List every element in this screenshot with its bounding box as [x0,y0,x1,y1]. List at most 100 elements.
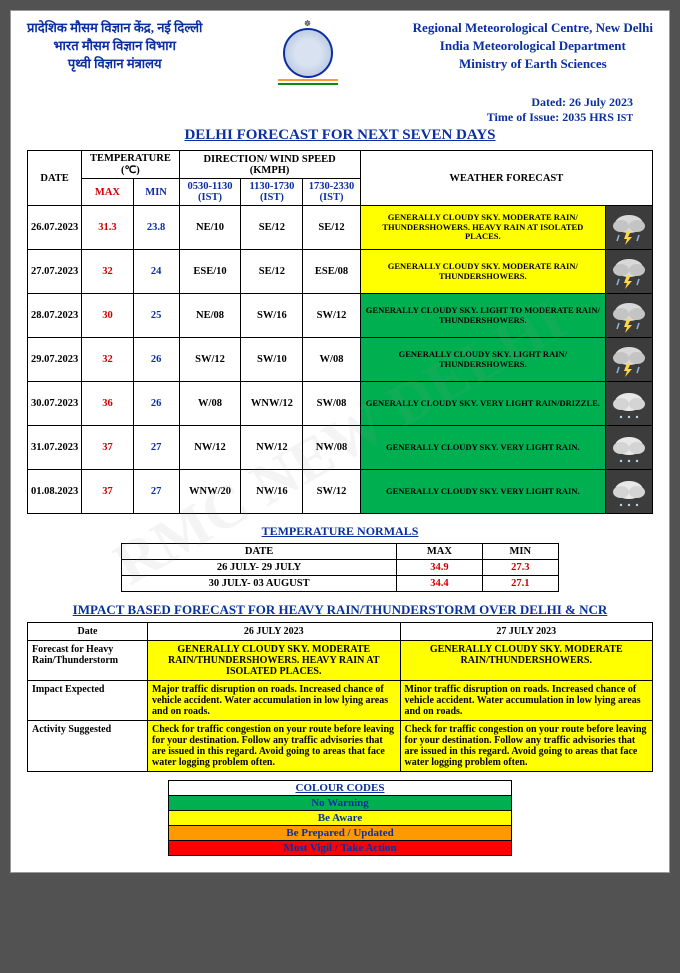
cell-w3: SE/12 [303,206,360,250]
cell-weather-icon [606,426,653,470]
color-code-row: Most Vigil / Take Action [168,841,511,856]
cell-max: 32 [82,338,133,382]
normals-row: 26 JULY- 29 JULY34.927.3 [121,560,558,576]
forecast-row: 26.07.202331.323.8NE/10SE/12SE/12GENERAL… [28,206,653,250]
th-max: MAX [82,179,133,206]
hindi-line3: पृथ्वी विज्ञान मंत्रालय [27,55,202,73]
impact-row: Activity SuggestedCheck for traffic cong… [28,721,653,772]
cell-w3: ESE/08 [303,250,360,294]
dated: Dated: 26 July 2023 [27,95,633,110]
cell-min: 24 [133,250,179,294]
impact-row: Impact ExpectedMajor traffic disruption … [28,681,653,721]
forecast-row: 27.07.20233224ESE/10SE/12ESE/08GENERALLY… [28,250,653,294]
color-codes-table: COLOUR CODES No WarningBe AwareBe Prepar… [168,780,512,856]
normals-h-date: DATE [121,544,396,560]
cell-weather-icon [606,206,653,250]
eng-line1: Regional Meteorological Centre, New Delh… [413,19,653,37]
forecast-table: DATE TEMPERATURE (℃) DIRECTION/ WIND SPE… [27,150,653,514]
cell-weather-icon [606,338,653,382]
cell-w3: SW/12 [303,294,360,338]
color-codes-title: COLOUR CODES [168,781,511,796]
normals-h-min: MIN [482,544,559,560]
emblem-icon: ☸ [273,19,343,89]
normals-min: 27.3 [482,560,559,576]
cell-max: 37 [82,470,133,514]
cell-date: 01.08.2023 [28,470,82,514]
color-code-row: Be Aware [168,811,511,826]
impact-d2: GENERALLY CLOUDY SKY. MODERATE RAIN/THUN… [400,641,653,681]
cell-forecast-text: GENERALLY CLOUDY SKY. LIGHT TO MODERATE … [360,294,605,338]
cell-weather-icon [606,250,653,294]
th-date: DATE [28,151,82,206]
cell-date: 28.07.2023 [28,294,82,338]
cell-max: 30 [82,294,133,338]
impact-d1: Check for traffic congestion on your rou… [148,721,401,772]
thunderstorm-icon [609,299,649,333]
thunderstorm-icon [609,211,649,245]
cell-forecast-text: GENERALLY CLOUDY SKY. LIGHT RAIN/ THUNDE… [360,338,605,382]
cell-forecast-text: GENERALLY CLOUDY SKY. MODERATE RAIN/ THU… [360,250,605,294]
cell-w2: SE/12 [241,206,303,250]
cell-date: 31.07.2023 [28,426,82,470]
normals-h-max: MAX [397,544,482,560]
impact-d2: Minor traffic disruption on roads. Incre… [400,681,653,721]
cell-date: 30.07.2023 [28,382,82,426]
impact-h1: 26 JULY 2023 [148,623,401,641]
normals-min: 27.1 [482,576,559,592]
impact-d1: GENERALLY CLOUDY SKY. MODERATE RAIN/THUN… [148,641,401,681]
th-min: MIN [133,179,179,206]
cell-min: 25 [133,294,179,338]
cell-w2: SW/16 [241,294,303,338]
cell-w3: SW/08 [303,382,360,426]
normals-date: 26 JULY- 29 JULY [121,560,396,576]
thunderstorm-icon [609,255,649,289]
impact-label: Impact Expected [28,681,148,721]
hindi-line2: भारत मौसम विज्ञान विभाग [27,37,202,55]
color-code-row: Be Prepared / Updated [168,826,511,841]
forecast-row: 31.07.20233727NW/12NW/12NW/08GENERALLY C… [28,426,653,470]
cell-date: 27.07.2023 [28,250,82,294]
impact-label: Forecast for Heavy Rain/Thunderstorm [28,641,148,681]
eng-line3: Ministry of Earth Sciences [413,55,653,73]
impact-row: Forecast for Heavy Rain/ThunderstormGENE… [28,641,653,681]
cell-w3: NW/08 [303,426,360,470]
normals-table: DATE MAX MIN 26 JULY- 29 JULY34.927.330 … [121,543,559,592]
cell-forecast-text: GENERALLY CLOUDY SKY. VERY LIGHT RAIN/DR… [360,382,605,426]
cell-max: 36 [82,382,133,426]
cell-min: 26 [133,338,179,382]
cell-weather-icon [606,470,653,514]
impact-label: Activity Suggested [28,721,148,772]
cell-w1: NW/12 [179,426,241,470]
cell-forecast-text: GENERALLY CLOUDY SKY. VERY LIGHT RAIN. [360,426,605,470]
cell-max: 37 [82,426,133,470]
cell-w2: NW/12 [241,426,303,470]
cell-min: 26 [133,382,179,426]
cell-w1: W/08 [179,382,241,426]
main-title: DELHI FORECAST FOR NEXT SEVEN DAYS [27,127,653,144]
normals-max: 34.9 [397,560,482,576]
cell-min: 23.8 [133,206,179,250]
english-header: Regional Meteorological Centre, New Delh… [413,19,653,74]
cell-w2: NW/16 [241,470,303,514]
page: RMC NEW DELHI प्रादेशिक मौसम विज्ञान कें… [10,10,670,873]
th-wind: DIRECTION/ WIND SPEED (KMPH) [179,151,360,179]
dated-block: Dated: 26 July 2023 Time of Issue: 2035 … [27,95,633,125]
cell-weather-icon [606,294,653,338]
cell-w1: ESE/10 [179,250,241,294]
hindi-header: प्रादेशिक मौसम विज्ञान केंद्र, नई दिल्ली… [27,19,202,74]
color-code-label: Most Vigil / Take Action [168,841,511,856]
color-code-label: Be Prepared / Updated [168,826,511,841]
impact-title: IMPACT BASED FORECAST FOR HEAVY RAIN/THU… [27,602,653,618]
thunderstorm-icon [609,343,649,377]
cell-forecast-text: GENERALLY CLOUDY SKY. MODERATE RAIN/ THU… [360,206,605,250]
impact-h0: Date [28,623,148,641]
cell-forecast-text: GENERALLY CLOUDY SKY. VERY LIGHT RAIN. [360,470,605,514]
cell-date: 29.07.2023 [28,338,82,382]
color-code-label: No Warning [168,796,511,811]
cell-max: 31.3 [82,206,133,250]
forecast-row: 29.07.20233226SW/12SW/10W/08GENERALLY CL… [28,338,653,382]
forecast-row: 30.07.20233626W/08WNW/12SW/08GENERALLY C… [28,382,653,426]
cell-date: 26.07.2023 [28,206,82,250]
cell-w1: NE/08 [179,294,241,338]
cell-w1: NE/10 [179,206,241,250]
